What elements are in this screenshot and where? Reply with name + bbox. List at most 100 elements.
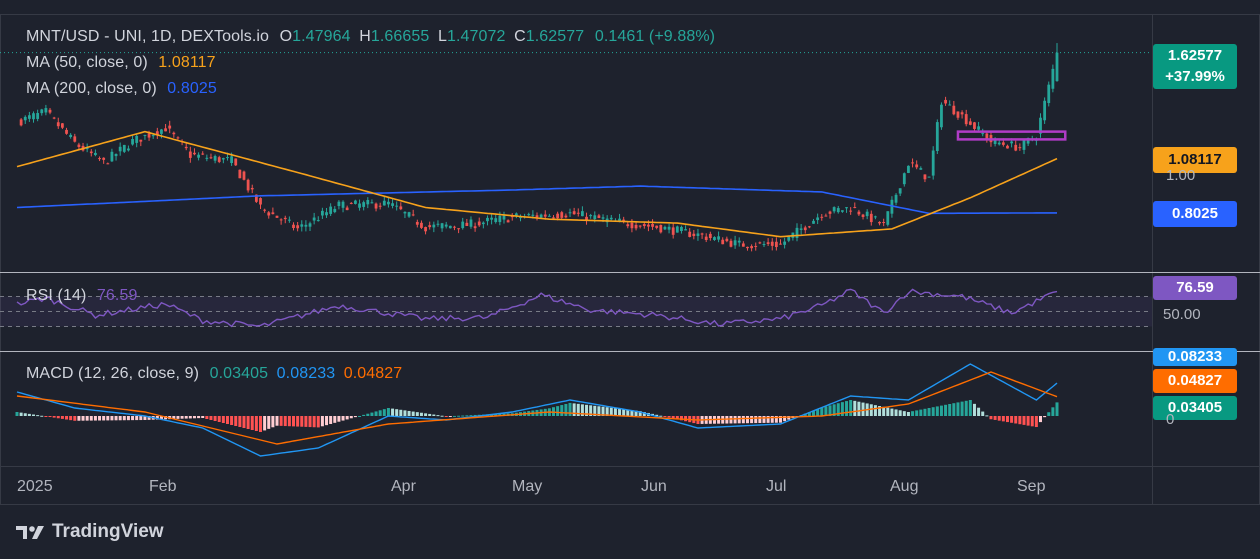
- time-label-jul: Jul: [766, 478, 787, 495]
- ma200-legend[interactable]: MA (200, close, 0) 0.8025: [26, 80, 217, 98]
- macd-histogram-bar: [580, 404, 584, 416]
- candle-body: [762, 244, 766, 246]
- candle-body: [721, 239, 725, 245]
- macd-histogram-bar: [98, 416, 102, 421]
- candle-body: [40, 109, 44, 114]
- macd-histogram-bar: [147, 416, 151, 420]
- candle-body: [729, 240, 733, 247]
- macd-histogram-bar: [878, 406, 882, 416]
- rsi-legend[interactable]: RSI (14) 76.59: [26, 287, 137, 305]
- macd-line-value: 0.08233: [276, 365, 336, 382]
- candle-body: [378, 205, 382, 207]
- macd-histogram-bar: [729, 416, 733, 424]
- candle-body: [440, 223, 444, 229]
- macd-histogram-bar: [1018, 416, 1022, 425]
- macd-histogram-bar: [69, 416, 73, 421]
- macd-histogram-bar: [952, 403, 956, 416]
- macd-histogram-bar: [184, 416, 188, 419]
- candle-body: [465, 222, 469, 226]
- macd-histogram-bar: [807, 412, 811, 416]
- candle-body: [642, 224, 646, 227]
- candle-body: [102, 157, 106, 160]
- macd-histogram-bar: [894, 409, 898, 416]
- macd-legend[interactable]: MACD (12, 26, close, 9) 0.03405 0.08233 …: [26, 365, 402, 383]
- candle-body: [98, 158, 101, 160]
- macd-histogram-bar: [572, 403, 576, 416]
- macd-histogram-bar: [440, 415, 444, 417]
- candle-body: [432, 224, 436, 228]
- macd-histogram-bar: [618, 408, 622, 416]
- macd-histogram-bar: [415, 412, 419, 416]
- macd-histogram-bar: [911, 411, 915, 416]
- macd-histogram-bar: [254, 416, 258, 431]
- candle-body: [952, 105, 956, 115]
- candle-body: [601, 217, 605, 219]
- candle-body: [696, 233, 700, 236]
- macd-histogram-bar: [956, 402, 960, 416]
- macd-histogram-bar: [448, 416, 452, 417]
- candle-body: [923, 174, 927, 180]
- candle-body: [907, 165, 910, 173]
- candle-body: [857, 211, 861, 215]
- price-level-label: 1.00: [1166, 167, 1196, 184]
- candle-body: [131, 139, 134, 145]
- tradingview-logo[interactable]: TradingView: [16, 521, 164, 543]
- candle-body: [349, 202, 353, 204]
- macd-histogram-bar: [279, 416, 283, 426]
- macd-histogram-bar: [159, 416, 163, 420]
- candle-body: [981, 133, 985, 135]
- macd-histogram-bar: [155, 416, 159, 420]
- support-zone-box: [956, 130, 1067, 141]
- ma50-legend[interactable]: MA (50, close, 0) 1.08117: [26, 54, 216, 72]
- candle-body: [403, 211, 407, 214]
- macd-histogram-bar: [325, 416, 329, 426]
- macd-histogram-bar: [263, 416, 267, 431]
- macd-histogram-bar: [432, 414, 436, 416]
- candle-body: [287, 219, 291, 221]
- macd-histogram-bar: [349, 416, 353, 419]
- candle-body: [1055, 52, 1059, 82]
- candle-body: [993, 138, 997, 144]
- time-label-sep: Sep: [1017, 478, 1046, 495]
- candle-body: [902, 173, 906, 185]
- low-label: L: [437, 28, 447, 45]
- macd-histogram-bar: [89, 416, 93, 421]
- candle-body: [69, 134, 73, 138]
- candle-body: [894, 194, 898, 203]
- macd-histogram-bar: [849, 400, 853, 416]
- macd-histogram-bar: [626, 409, 630, 416]
- macd-histogram-bar: [225, 416, 229, 424]
- candle-body: [477, 221, 481, 226]
- candle-body: [647, 224, 650, 227]
- open-value: 1.47964: [292, 28, 351, 45]
- candle-body: [770, 241, 774, 246]
- candle-body: [230, 156, 234, 163]
- candle-body: [127, 148, 130, 151]
- candle-body: [312, 217, 316, 221]
- candle-body: [271, 212, 275, 215]
- macd-histogram-bar: [102, 416, 106, 421]
- candle-body: [193, 152, 196, 155]
- macd-histogram-bar: [750, 416, 754, 424]
- candle-body: [411, 214, 415, 216]
- candle-body: [73, 136, 77, 142]
- macd-histogram-bar: [15, 412, 19, 416]
- symbol-label[interactable]: MNT/USD - UNI, 1D, DEXTools.io: [26, 28, 270, 45]
- candle-body: [882, 222, 886, 224]
- macd-histogram-bar: [386, 408, 390, 416]
- macd-hist-value: 0.03405: [209, 365, 269, 382]
- macd-histogram-bar: [250, 416, 254, 430]
- last-change-value: +37.99%: [1165, 68, 1225, 85]
- candle-body: [944, 99, 947, 104]
- candle-body: [147, 133, 151, 138]
- candle-body: [779, 243, 782, 245]
- candle-body: [27, 115, 31, 119]
- candle-body: [19, 119, 23, 126]
- candle-body: [354, 200, 357, 204]
- macd-histogram-bar: [329, 416, 333, 424]
- last-price-tag: 1.62577 +37.99%: [1153, 44, 1237, 89]
- macd-histogram-bar: [593, 405, 597, 416]
- macd-histogram-bar: [494, 414, 498, 416]
- candle-body: [799, 228, 803, 230]
